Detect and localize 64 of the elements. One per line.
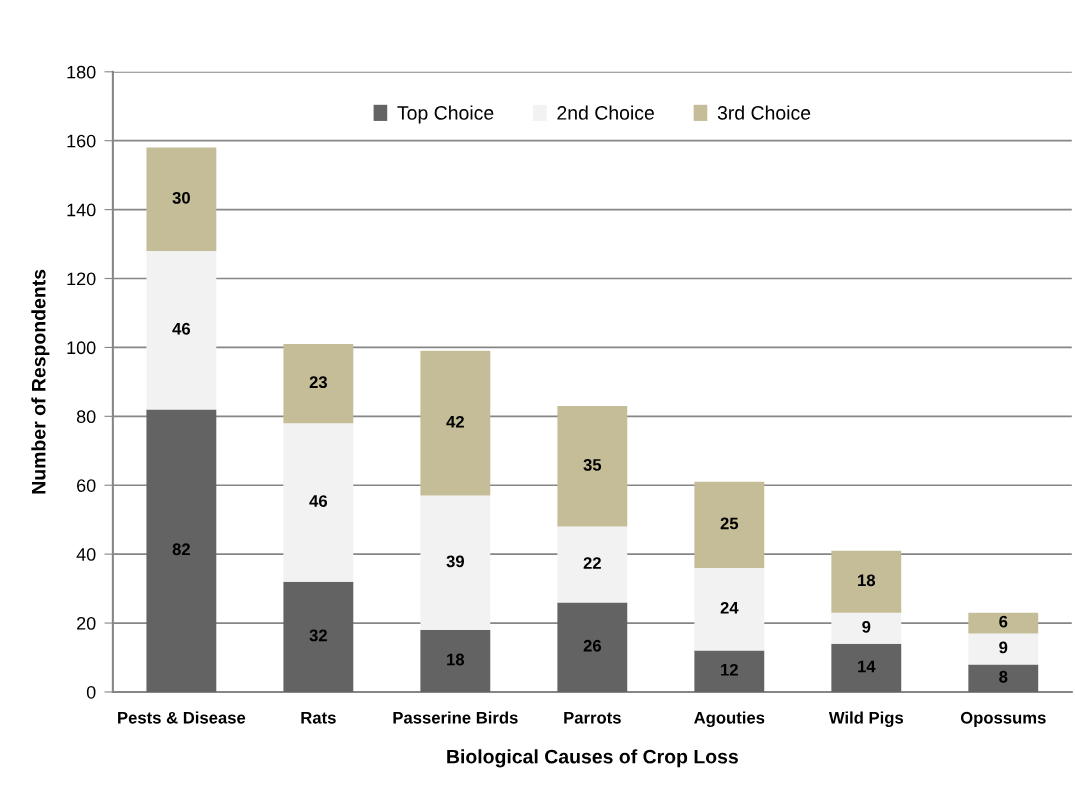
bar	[283, 581, 354, 692]
data-label: 25	[720, 517, 739, 530]
data-label: 9	[999, 641, 1008, 654]
y-tick-label: 160	[67, 134, 96, 148]
data-label: 82	[172, 543, 190, 556]
bar	[694, 567, 765, 651]
x-tick-label: Opossums	[960, 711, 1046, 727]
data-label: 30	[172, 191, 190, 204]
bar	[283, 423, 354, 582]
data-label: 22	[583, 557, 601, 569]
y-tick-label: 100	[67, 341, 96, 355]
data-label: 46	[172, 322, 191, 335]
y-tick-label: 0	[86, 685, 96, 699]
legend-label: 3rd Choice	[717, 105, 811, 120]
x-tick-label: Rats	[301, 712, 336, 724]
x-tick-label: Passerine Birds	[393, 711, 518, 724]
x-axis-title: Biological Causes of Crop Loss	[447, 749, 738, 768]
data-label: 12	[721, 663, 738, 676]
bar	[694, 650, 765, 692]
bar	[557, 602, 628, 692]
data-label: 8	[999, 670, 1008, 683]
data-label: 6	[999, 615, 1008, 628]
x-tick-label: Agouties	[694, 711, 765, 728]
y-tick-label: 80	[76, 410, 96, 424]
x-tick-label: Pests & Disease	[118, 711, 246, 724]
y-tick-label: 140	[67, 203, 96, 217]
data-label: 18	[858, 574, 876, 587]
bar	[831, 550, 902, 613]
bar	[146, 409, 217, 692]
legend-label: Top Choice	[397, 105, 494, 124]
data-label: 46	[309, 495, 328, 507]
bar	[420, 495, 491, 630]
data-label: 23	[309, 376, 328, 389]
bar	[557, 405, 628, 527]
y-tick-label: 180	[67, 65, 96, 79]
bar	[831, 643, 902, 692]
bar	[420, 350, 491, 496]
bar	[968, 612, 1039, 634]
bar	[283, 343, 354, 424]
x-tick-label: Parrots	[564, 712, 621, 724]
data-label: 26	[583, 639, 601, 652]
y-tick-label: 60	[77, 479, 96, 492]
bar	[831, 612, 902, 644]
bar	[557, 526, 628, 603]
bar	[694, 481, 765, 568]
y-axis-title: Number of Respondents	[31, 269, 50, 494]
data-label: 32	[309, 629, 327, 642]
bar	[420, 629, 491, 692]
data-label: 24	[720, 601, 739, 614]
data-label: 35	[583, 458, 602, 471]
data-label: 39	[446, 555, 464, 568]
bar	[146, 147, 217, 251]
bar	[968, 664, 1039, 692]
data-label: 42	[446, 415, 464, 428]
y-tick-label: 120	[67, 272, 96, 286]
x-tick-label: Wild Pigs	[828, 711, 904, 728]
data-label: 14	[858, 660, 876, 673]
data-label: 18	[447, 653, 465, 666]
data-label: 9	[862, 620, 871, 633]
bar	[968, 633, 1039, 665]
bar	[146, 250, 217, 410]
y-tick-label: 20	[77, 616, 96, 630]
legend-label: 2nd Choice	[557, 105, 654, 120]
y-tick-label: 40	[76, 548, 96, 561]
